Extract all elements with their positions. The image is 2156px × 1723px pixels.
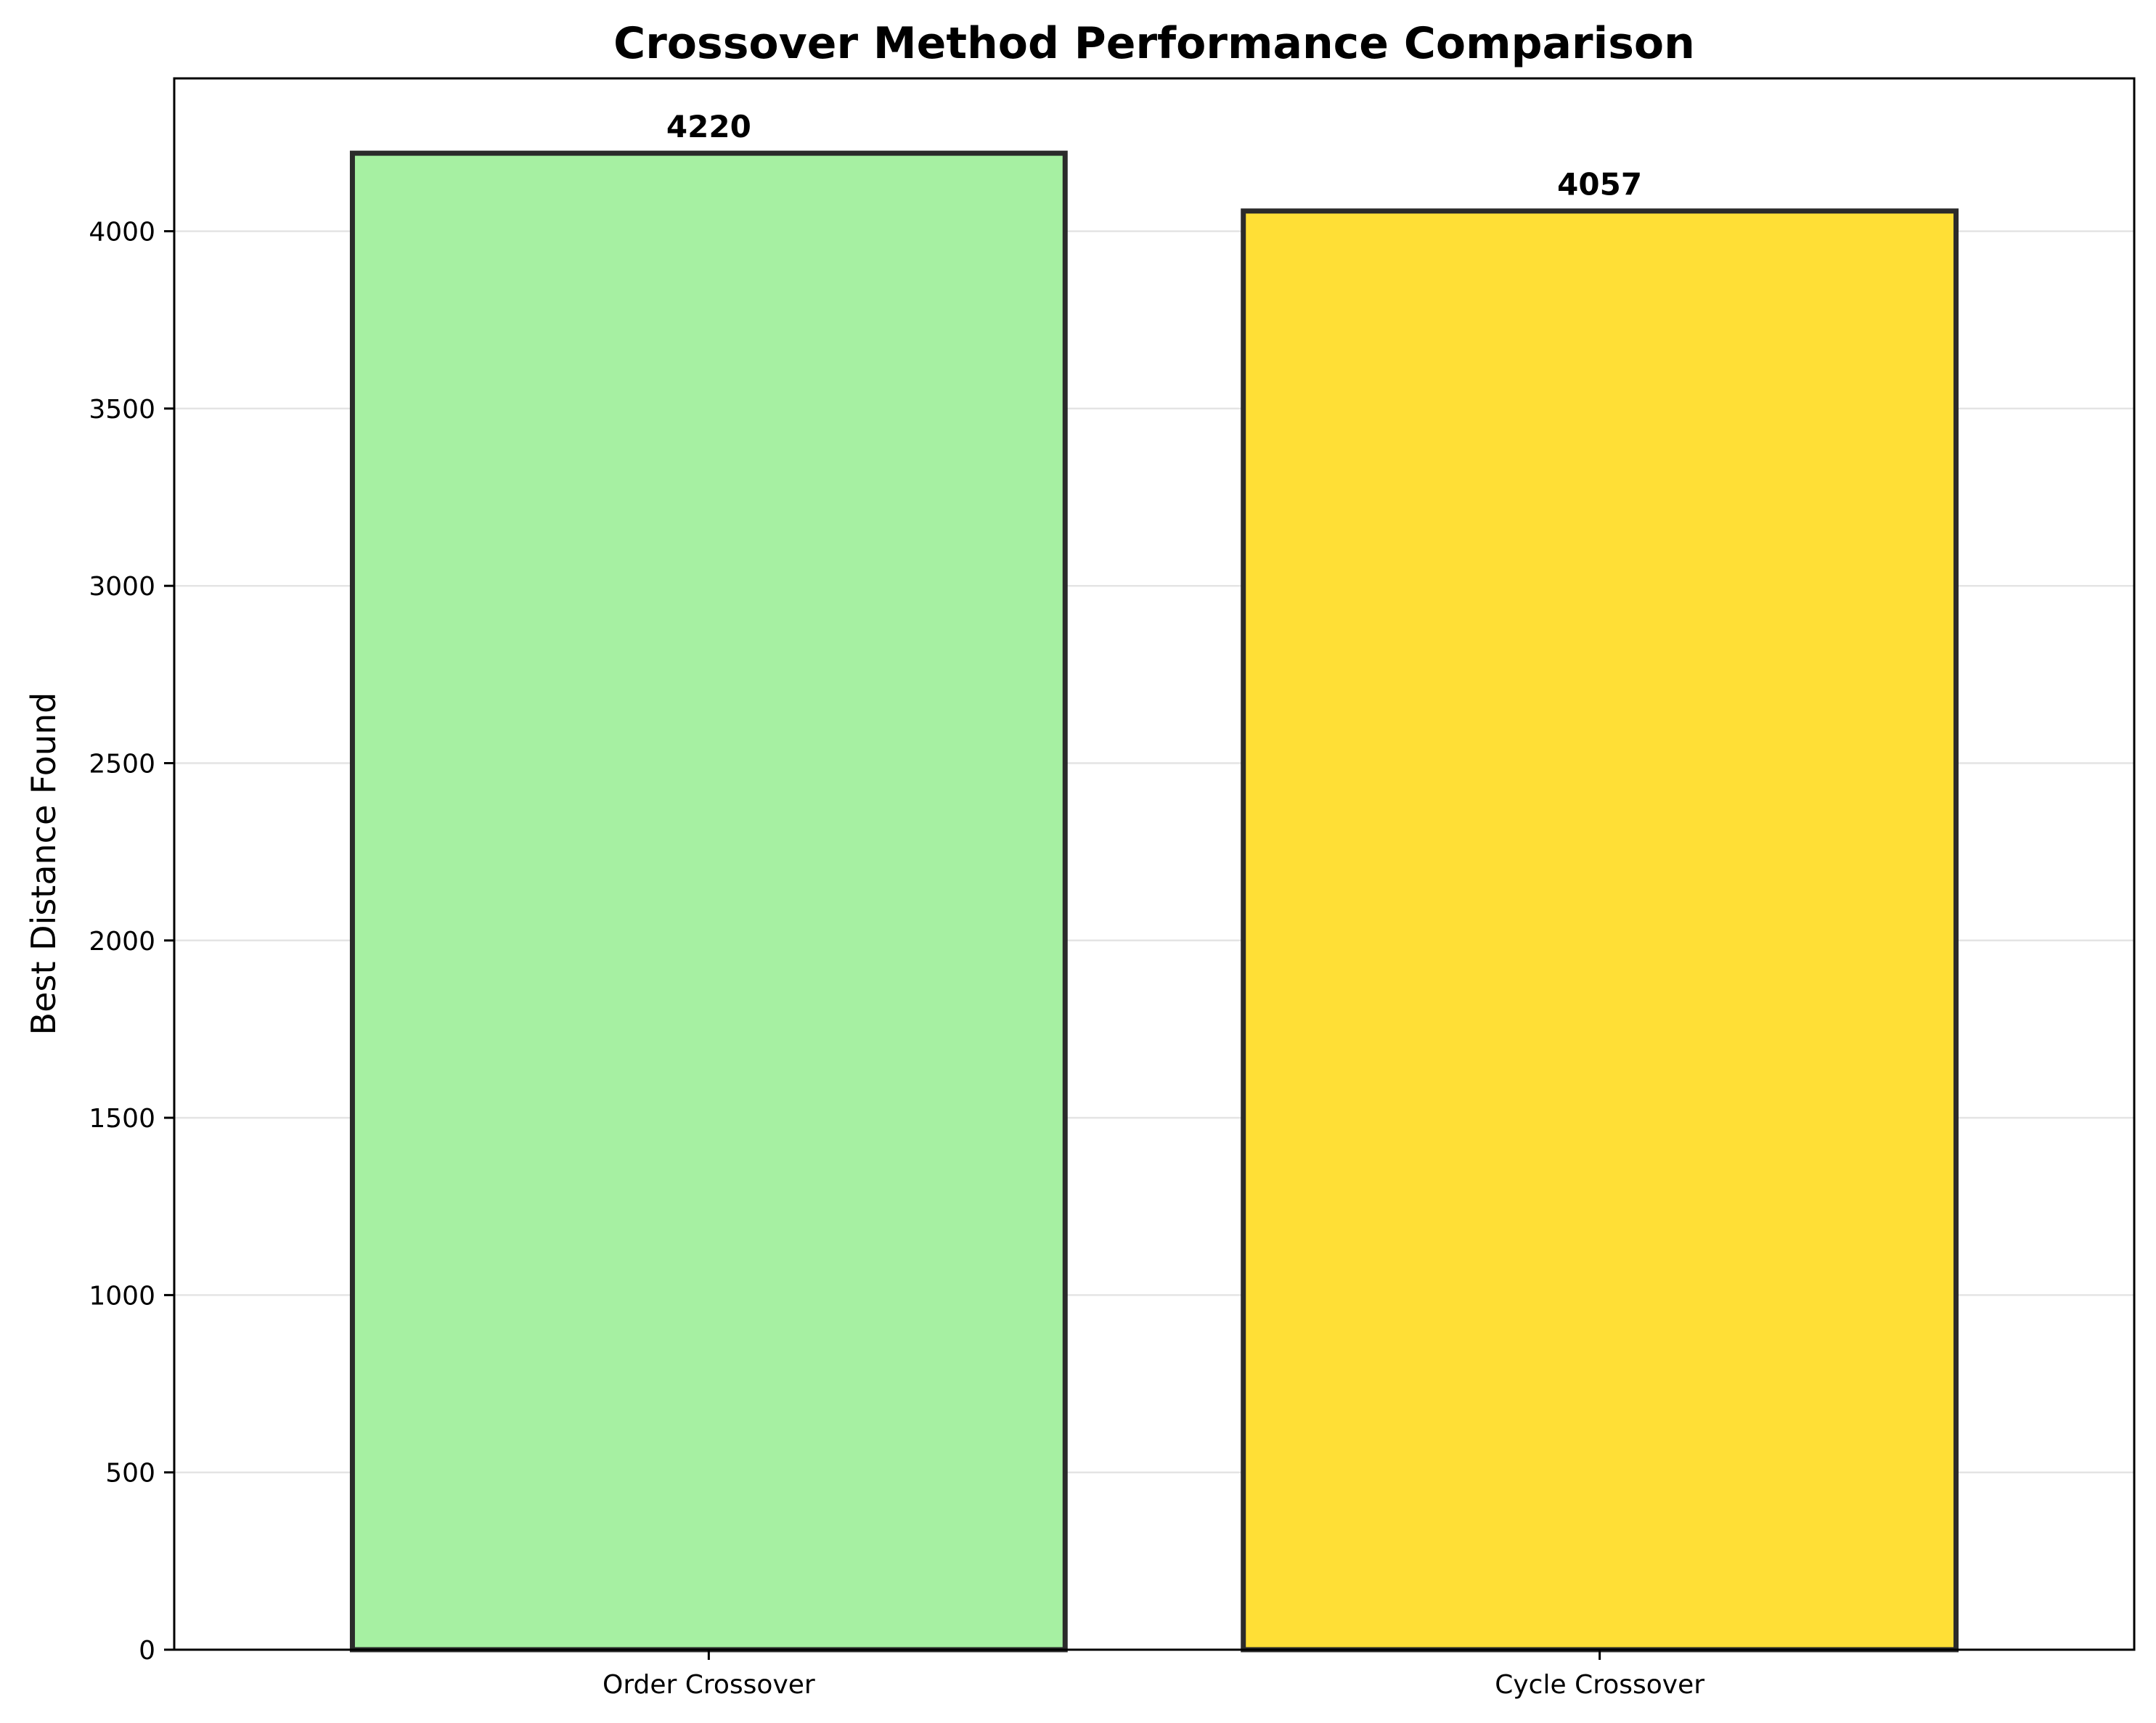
y-tick-label-1500: 1500 (89, 1104, 155, 1134)
y-tick-label-3000: 3000 (89, 572, 155, 602)
x-tick-label-cycle-crossover: Cycle Crossover (1495, 1670, 1704, 1700)
x-tick-label-order-crossover: Order Crossover (603, 1670, 815, 1700)
y-tick-label-2500: 2500 (89, 749, 155, 779)
data-label-order-crossover: 4220 (666, 109, 751, 144)
data-label-cycle-crossover: 4057 (1557, 167, 1642, 202)
axes (164, 77, 2136, 1660)
y-tick-label-2000: 2000 (89, 927, 155, 957)
y-tick-label-500: 500 (105, 1459, 155, 1489)
chart-title: Crossover Method Performance Comparison (613, 18, 1695, 69)
bar-order-crossover (349, 150, 1068, 1653)
y-tick-label-0: 0 (139, 1636, 155, 1666)
bars (349, 150, 1959, 1653)
labels: 0 500 1000 1500 2000 2500 3000 3500 4000 Order Cr… (89, 109, 1704, 1700)
y-tick-label-1000: 1000 (89, 1281, 155, 1311)
y-axis-label: Best Distance Found (24, 692, 63, 1036)
y-tick-label-4000: 4000 (89, 218, 155, 247)
bar-cycle-crossover (1241, 208, 1959, 1653)
y-tick-label-3500: 3500 (89, 395, 155, 425)
axes-frame (173, 77, 2136, 1651)
